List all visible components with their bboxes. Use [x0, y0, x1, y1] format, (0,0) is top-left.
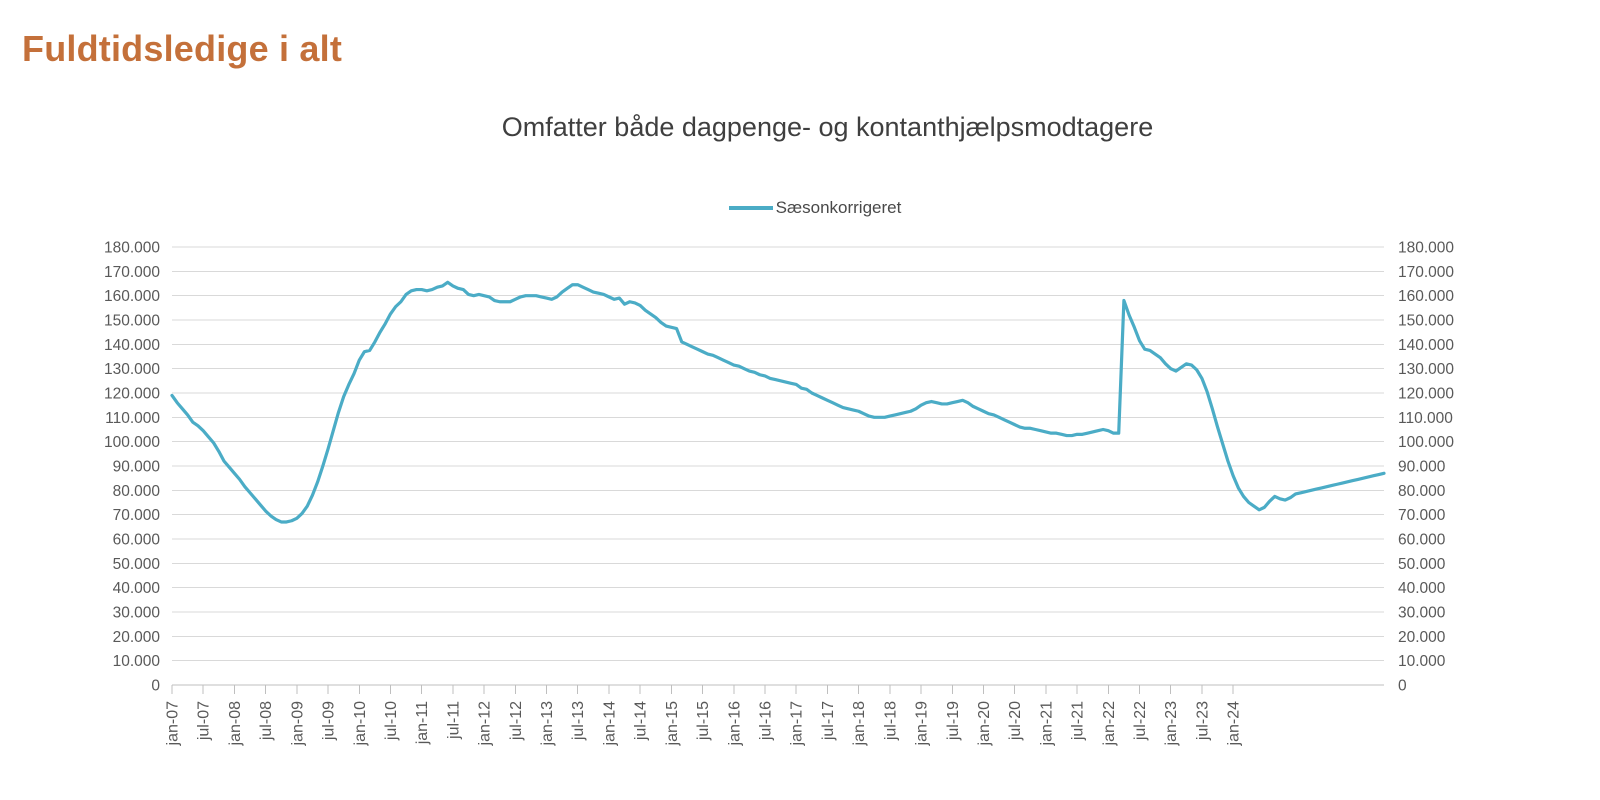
chart-legend: Sæsonkorrigeret	[0, 198, 1600, 218]
x-axis-tick-label: jul-07	[196, 701, 213, 741]
y-axis-left-tick-label: 70.000	[113, 507, 161, 524]
x-axis-tick-label: jan-22	[1101, 701, 1118, 747]
x-axis-tick-label: jul-20	[1007, 701, 1024, 741]
y-axis-left-tick-label: 180.000	[104, 240, 160, 257]
x-axis-tick-label: jan-24	[1226, 701, 1243, 747]
x-axis-tick-label: jul-13	[570, 701, 587, 741]
x-axis-tick-label: jan-21	[1038, 701, 1055, 747]
y-axis-right-tick-label: 40.000	[1398, 580, 1446, 597]
y-axis-right-tick-label: 50.000	[1398, 556, 1446, 573]
y-axis-right-tick-label: 0	[1398, 678, 1407, 695]
y-axis-left-tick-label: 140.000	[104, 337, 160, 354]
x-axis-tick-label: jan-16	[726, 701, 743, 747]
x-axis-tick-label: jan-12	[477, 701, 494, 747]
y-axis-left-tick-label: 100.000	[104, 434, 160, 451]
x-axis-tick-label: jan-17	[789, 701, 806, 747]
x-axis-tick-label: jul-16	[757, 701, 774, 741]
x-axis-tick-label: jul-21	[1070, 701, 1087, 741]
series-line-saesonkorrigeret	[170, 280, 1386, 524]
x-axis-tick-label: jan-13	[539, 701, 556, 747]
y-axis-right-tick-label: 160.000	[1398, 288, 1454, 305]
x-axis-tick-label: jul-10	[383, 701, 400, 741]
x-axis: jan-07 jul-07 jan-08 jul-08 jan-09 jul-09 jan-…	[165, 684, 1384, 747]
series-saesonkorrigeret	[170, 280, 1386, 524]
y-axis-right-tick-label: 180.000	[1398, 240, 1454, 257]
x-axis-tick-label: jul-12	[508, 701, 525, 741]
chart-subtitle: Omfatter både dagpenge- og kontanthjælps…	[501, 112, 1154, 142]
gridlines	[172, 246, 1384, 662]
y-axis-right-tick-label: 20.000	[1398, 629, 1446, 646]
x-axis-tick-label: jul-19	[945, 701, 962, 741]
y-axis-right-tick-label: 30.000	[1398, 605, 1446, 622]
x-axis-tick-label: jul-11	[445, 701, 462, 740]
y-axis-right-tick-label: 70.000	[1398, 507, 1446, 524]
y-axis-right-tick-label: 150.000	[1398, 313, 1454, 330]
y-axis-left: 0 10.000 20.000 30.000 40.000 50.000 60.000 70.…	[104, 240, 160, 695]
x-axis-tick-label: jul-08	[258, 701, 275, 741]
x-axis-tick-label: jan-18	[851, 701, 868, 747]
x-axis-tick-label: jul-09	[321, 701, 338, 741]
x-axis-tick-label: jan-20	[976, 701, 993, 747]
y-axis-left-tick-label: 110.000	[105, 410, 160, 427]
y-axis-right-tick-label: 90.000	[1398, 459, 1446, 476]
x-axis-tick-label: jan-14	[601, 701, 618, 747]
x-axis-tick-label: jul-17	[820, 701, 837, 741]
y-axis-left-tick-label: 150.000	[104, 313, 160, 330]
x-axis-tick-label: jan-10	[352, 701, 369, 747]
page-title: Fuldtidsledige i alt	[22, 28, 343, 69]
y-axis-left-tick-label: 80.000	[113, 483, 161, 500]
legend-entry-saesonkorrigeret[interactable]: Sæsonkorrigeret	[728, 198, 902, 218]
y-axis-left-tick-label: 40.000	[113, 580, 161, 597]
y-axis-left-tick-label: 50.000	[113, 556, 161, 573]
y-axis-right-tick-label: 80.000	[1398, 483, 1446, 500]
x-axis-tick-label: jan-09	[289, 701, 306, 747]
legend-label: Sæsonkorrigeret	[775, 198, 902, 217]
y-axis-left-tick-label: 60.000	[113, 532, 161, 549]
y-axis-right-tick-label: 60.000	[1398, 532, 1446, 549]
y-axis-right-tick-label: 10.000	[1398, 653, 1446, 670]
y-axis-left-tick-label: 20.000	[113, 629, 161, 646]
y-axis-right-tick-label: 140.000	[1398, 337, 1454, 354]
y-axis-right-tick-label: 110.000	[1398, 410, 1453, 427]
y-axis-right-tick-label: 100.000	[1398, 434, 1454, 451]
y-axis-left-tick-label: 160.000	[104, 288, 160, 305]
y-axis-right-tick-label: 120.000	[1398, 386, 1454, 403]
y-axis-left-tick-label: 90.000	[113, 459, 161, 476]
x-axis-tick-label: jan-08	[227, 701, 244, 747]
x-axis-tick-label: jan-11	[414, 701, 431, 745]
x-axis-tick-label: jan-23	[1163, 701, 1180, 747]
y-axis-right: 0 10.000 20.000 30.000 40.000 50.000 60.000 70.…	[1398, 240, 1454, 695]
x-axis-tick-label: jul-22	[1132, 701, 1149, 741]
y-axis-left-tick-label: 120.000	[104, 386, 160, 403]
x-axis-tick-label: jan-07	[165, 701, 182, 747]
y-axis-right-tick-label: 130.000	[1398, 361, 1454, 378]
x-axis-tick-label: jul-18	[882, 701, 899, 741]
y-axis-left-tick-label: 0	[151, 678, 160, 695]
y-axis-right-tick-label: 170.000	[1398, 264, 1454, 281]
x-axis-tick-label: jul-14	[633, 701, 650, 741]
x-axis-tick-label: jul-15	[695, 701, 712, 741]
y-axis-left-tick-label: 130.000	[104, 361, 160, 378]
y-axis-left-tick-label: 10.000	[113, 653, 161, 670]
legend-line-swatch-icon	[728, 206, 773, 210]
y-axis-left-tick-label: 30.000	[113, 605, 161, 622]
x-axis-tick-label: jan-19	[914, 701, 931, 747]
x-axis-tick-label: jan-15	[664, 701, 681, 747]
y-axis-left-tick-label: 170.000	[104, 264, 160, 281]
x-axis-tick-label: jul-23	[1194, 701, 1211, 741]
